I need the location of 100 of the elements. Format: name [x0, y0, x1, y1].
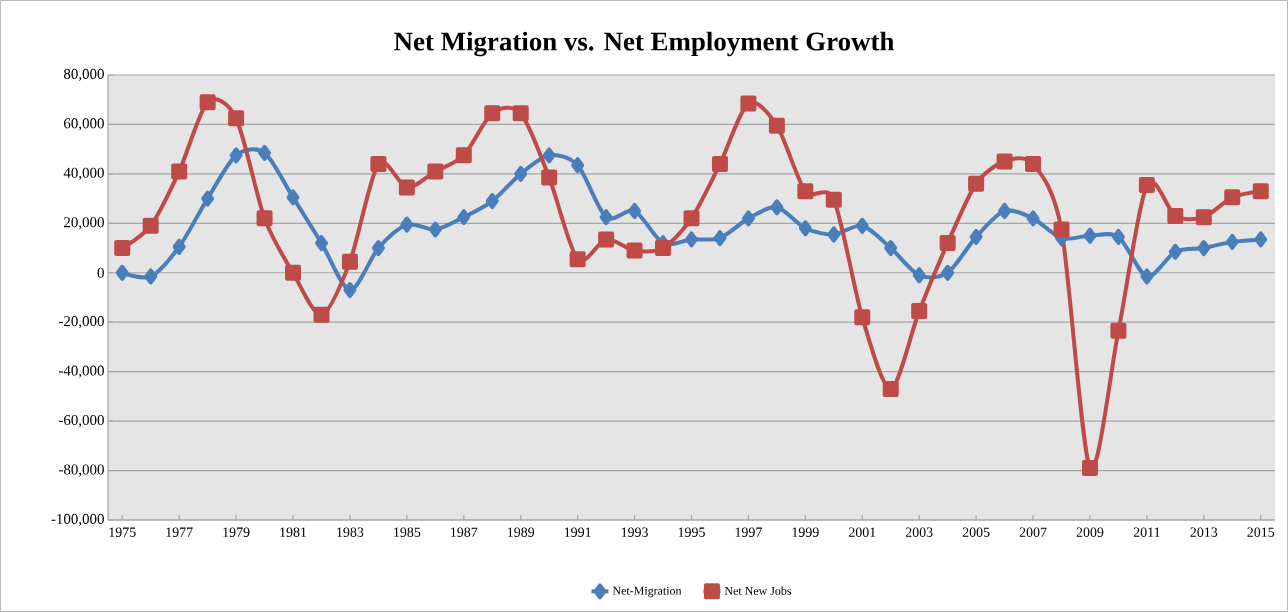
point: [628, 202, 642, 219]
point: [1140, 268, 1154, 285]
point: [256, 210, 273, 227]
point: [542, 147, 556, 164]
x-tick-label: 1993: [621, 527, 648, 537]
point: [1254, 231, 1268, 248]
point: [998, 202, 1012, 219]
point: [912, 267, 926, 284]
y-tick-label: 80,000: [63, 68, 104, 82]
y-tick-label: -20,000: [58, 316, 104, 329]
y-tick-label: -100,000: [51, 513, 104, 527]
x-tick-label: 1999: [792, 527, 819, 537]
point: [1167, 207, 1184, 224]
point: [398, 179, 415, 196]
point: [741, 210, 755, 227]
legend-label: Net New Jobs: [724, 586, 792, 595]
x-tick-label: 1989: [507, 527, 535, 537]
point: [996, 153, 1013, 170]
point: [683, 210, 700, 227]
point: [455, 147, 472, 164]
point: [768, 117, 785, 134]
point: [1110, 322, 1127, 339]
point: [512, 105, 529, 122]
point: [1025, 155, 1042, 172]
x-tick-label: 1995: [678, 527, 705, 537]
point: [1138, 177, 1155, 193]
x-tick-label: 2011: [1133, 527, 1160, 537]
x-tick-label: 1987: [451, 527, 478, 537]
point: [569, 251, 586, 268]
x-tick-label: 2013: [1190, 527, 1218, 537]
point: [1053, 221, 1070, 238]
point: [1111, 228, 1125, 245]
x-tick-label: 2007: [1019, 527, 1047, 537]
chart-title: Net Migration vs. Net Employment Growth: [394, 31, 895, 57]
point: [115, 264, 129, 281]
point: [514, 165, 528, 182]
y-tick-label: -80,000: [58, 464, 104, 477]
point: [684, 231, 698, 248]
point: [114, 240, 131, 257]
x-tick-label: 2009: [1076, 527, 1104, 537]
y-tick-label: 60,000: [64, 118, 104, 131]
point: [825, 191, 842, 208]
point: [598, 231, 615, 248]
point: [484, 105, 501, 122]
point: [228, 110, 245, 127]
x-tick-label: 1975: [109, 527, 136, 537]
x-tick-label: 2001: [848, 527, 876, 537]
point: [911, 303, 928, 320]
y-tick-label: 20,000: [64, 217, 104, 230]
point: [427, 163, 444, 180]
x-tick-label: 1981: [280, 527, 307, 537]
x-tick-label: 1979: [223, 527, 250, 537]
point: [1026, 210, 1040, 227]
point: [314, 235, 328, 252]
point: [855, 217, 869, 234]
point: [770, 199, 784, 216]
point: [939, 235, 956, 252]
point: [201, 190, 215, 207]
point: [343, 282, 357, 299]
y-tick-label: -60,000: [58, 414, 104, 428]
x-tick-label: 2003: [905, 527, 933, 537]
point: [457, 209, 471, 226]
point: [599, 209, 613, 226]
x-tick-label: 2015: [1247, 527, 1275, 537]
point: [884, 240, 898, 257]
point: [142, 217, 159, 234]
point: [1224, 189, 1241, 206]
point: [882, 380, 899, 397]
point: [626, 242, 643, 259]
legend-label: Net-Migration: [612, 586, 682, 598]
point: [968, 175, 985, 192]
point: [172, 238, 186, 255]
point: [711, 155, 728, 172]
point: [854, 309, 871, 326]
point: [1195, 209, 1212, 226]
y-tick-label: 40,000: [63, 167, 104, 180]
point: [1081, 460, 1098, 477]
point: [969, 228, 983, 245]
point: [371, 240, 385, 257]
point: [541, 169, 558, 186]
point: [740, 95, 757, 112]
point: [1225, 233, 1239, 250]
x-tick-label: 1991: [564, 527, 591, 537]
x-tick-label: 1997: [735, 527, 762, 537]
x-tick-label: 2005: [962, 527, 990, 537]
point: [1197, 240, 1211, 257]
point: [370, 155, 387, 172]
point: [400, 216, 414, 233]
point: [1252, 183, 1269, 200]
point: [313, 306, 330, 323]
point: [285, 264, 302, 281]
point: [229, 147, 243, 164]
point: [827, 226, 841, 243]
x-tick-label: 1977: [166, 527, 193, 537]
point: [941, 264, 955, 281]
point: [1168, 243, 1182, 260]
point: [286, 189, 300, 206]
point: [341, 253, 358, 270]
point: [798, 220, 812, 237]
point: [797, 183, 814, 200]
